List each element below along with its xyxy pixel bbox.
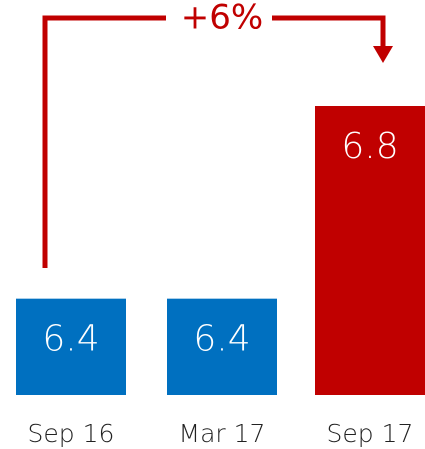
bar bbox=[315, 106, 425, 395]
bar bbox=[167, 298, 277, 395]
arrow-head bbox=[373, 46, 393, 63]
change-annotation: +6% bbox=[181, 0, 263, 38]
value-label: 6.4 bbox=[42, 319, 99, 360]
x-tick-label: Sep 16 bbox=[28, 419, 115, 448]
x-tick-label: Mar 17 bbox=[179, 419, 266, 448]
bar bbox=[16, 298, 126, 395]
arrow-line-left bbox=[42, 15, 166, 268]
arrow-line-right bbox=[272, 15, 386, 48]
change-arrow bbox=[42, 15, 386, 268]
value-label: 6.8 bbox=[341, 126, 398, 167]
x-tick-label: Sep 17 bbox=[327, 419, 414, 448]
value-label: 6.4 bbox=[193, 319, 250, 360]
